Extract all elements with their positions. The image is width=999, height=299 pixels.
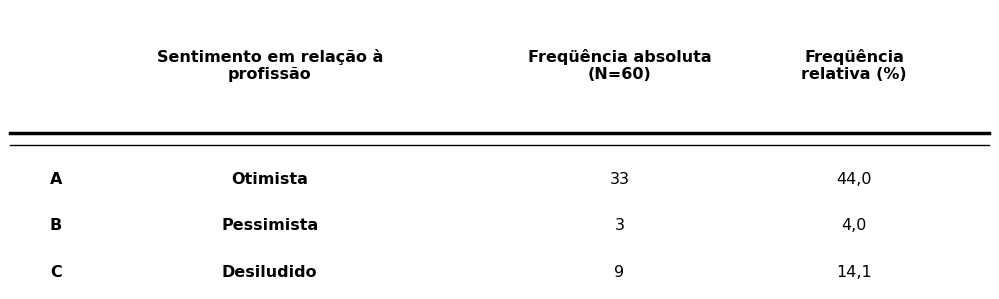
Text: 33: 33 [609,172,629,187]
Text: Otimista: Otimista [232,172,308,187]
Text: 4,0: 4,0 [841,218,867,233]
Text: 44,0: 44,0 [836,172,872,187]
Text: Desiludido: Desiludido [222,265,318,280]
Text: Pessimista: Pessimista [221,218,319,233]
Text: 9: 9 [614,265,624,280]
Text: 14,1: 14,1 [836,265,872,280]
Text: Sentimento em relação à
profissão: Sentimento em relação à profissão [157,49,383,83]
Text: A: A [50,172,62,187]
Text: Freqüência absoluta
(N=60): Freqüência absoluta (N=60) [527,49,711,83]
Text: B: B [50,218,62,233]
Text: C: C [50,265,62,280]
Text: 3: 3 [614,218,624,233]
Text: Freqüência
relativa (%): Freqüência relativa (%) [801,49,907,83]
